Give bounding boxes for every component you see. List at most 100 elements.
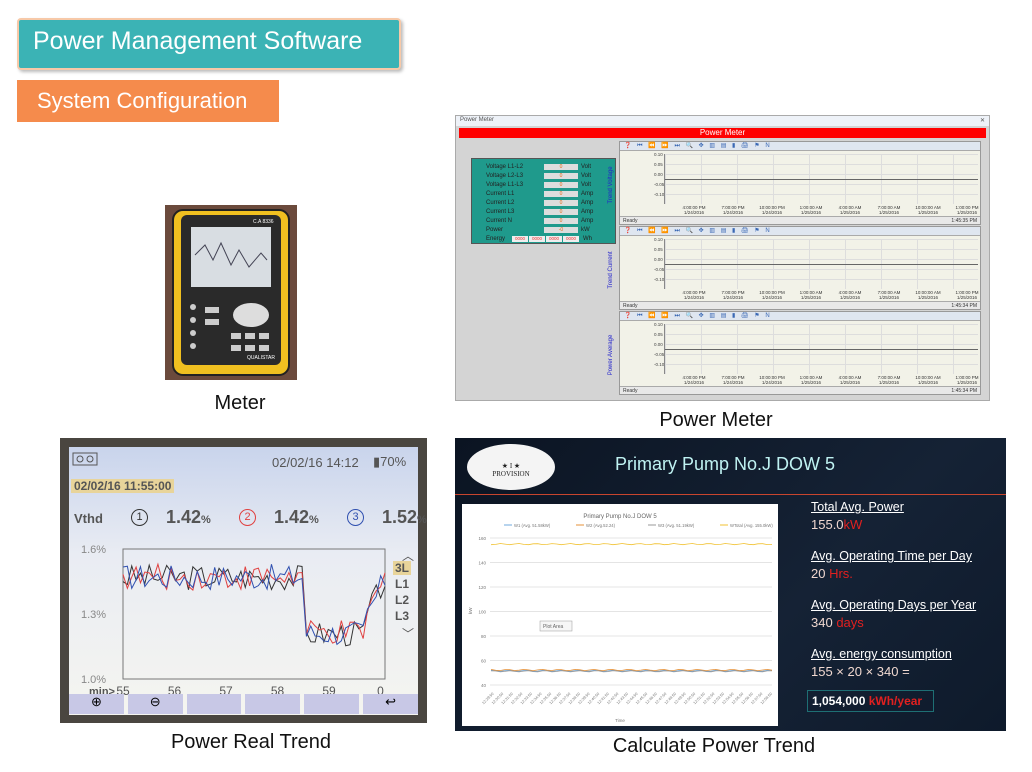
slide-heading: Primary Pump No.J DOW 5 (615, 454, 836, 474)
y-tick: 0.00 (654, 342, 663, 347)
reading-unit: Amp (581, 217, 594, 224)
x-tick-date: 1/25/2016 (878, 210, 900, 215)
reading-label: Power (486, 226, 504, 233)
trend-axis-label: Power Average (608, 334, 614, 376)
metric-number: 20 (811, 566, 826, 581)
x-tick: 58 (271, 684, 285, 697)
battery-level: ▮70% (373, 454, 407, 469)
metric-title: Total Avg. Power (811, 500, 904, 514)
chart-toolbar[interactable]: ❓ ⏮ ⏪ ⏩ ⏭ 🔍 ✥ ▥ ▤ ▮ 🖨 ⚑ N (620, 312, 980, 321)
x-tick-time: 1:00:00 PM (955, 205, 979, 210)
x-tick-date: 1/25/2016 (800, 295, 822, 300)
metric-value: 155.0kW (811, 517, 862, 532)
reading-row: Current N 0 Amp (486, 216, 615, 225)
x-tick: 10:00:00 PM 1/24/2016 (754, 375, 790, 385)
result-value: 1,054,000 (812, 694, 866, 708)
x-tick-date: 1/25/2016 (917, 210, 939, 215)
real-trend-photo: 02/02/16 14:12 ▮70% 02/02/16 11:55:00 Vt… (60, 438, 427, 723)
channel-option[interactable]: L2 (395, 593, 410, 607)
x-tick-date: 1/24/2016 (761, 380, 783, 385)
meter-device-icon (172, 209, 290, 376)
x-tick-date: 1/24/2016 (683, 210, 705, 215)
scroll-up-icon[interactable]: ︿ (402, 549, 415, 563)
reading-label: Current L1 (486, 191, 515, 198)
phase-unit: % (309, 514, 319, 526)
status-time: 1:45:34 PM (951, 388, 977, 394)
chart-toolbar[interactable]: ❓ ⏮ ⏪ ⏩ ⏭ 🔍 ✥ ▥ ▤ ▮ 🖨 ⚑ N (620, 142, 980, 151)
plot-frame (122, 548, 386, 680)
function-key[interactable] (304, 694, 360, 714)
channel-option[interactable]: L3 (395, 609, 410, 623)
reading-label: Current N (486, 217, 513, 224)
x-tick: 4:00:00 PM 1/24/2016 (676, 375, 712, 385)
function-key[interactable] (245, 694, 301, 714)
x-tick-time: 4:00:00 AM (838, 290, 862, 295)
x-tick-time: 7:00:00 AM (877, 205, 901, 210)
zoom-in-icon[interactable]: ⊕ (69, 694, 124, 714)
page-title: Power Management Software (17, 18, 401, 70)
y-tick: 100 (478, 610, 486, 615)
x-tick-time: 4:00:00 PM (682, 205, 706, 210)
company-logo: ★ I ★ PROVISION (467, 444, 555, 490)
x-tick-time: 4:00:00 AM (838, 205, 862, 210)
trend-plot (664, 324, 978, 374)
x-tick: 1:00:00 AM 1/25/2016 (793, 290, 829, 300)
reading-unit: Volt (581, 173, 592, 180)
x-tick-time: 7:00:00 PM (721, 205, 745, 210)
channel-option[interactable]: 3L (393, 561, 412, 575)
x-tick: 4:00:00 PM 1/24/2016 (676, 290, 712, 300)
energy-row: Energy 0000 0000 0000 0000 Wh (486, 234, 615, 243)
function-key[interactable] (186, 694, 242, 714)
metric-number: 340 (811, 615, 833, 630)
battery-text: 70% (380, 454, 407, 469)
chart-toolbar[interactable]: ❓ ⏮ ⏪ ⏩ ⏭ 🔍 ✥ ▥ ▤ ▮ 🖨 ⚑ N (620, 227, 980, 236)
screen-datetime: 02/02/16 14:12 (272, 455, 359, 470)
metric-number: 155.0 (811, 517, 844, 532)
zoom-out-icon[interactable]: ⊖ (127, 694, 183, 714)
metric-title: Avg. Operating Days per Year (811, 598, 977, 612)
x-tick-time: 10:00:00 PM (759, 205, 785, 210)
x-tick-date: 1/25/2016 (956, 295, 978, 300)
x-tick: 10:00:00 AM 1/25/2016 (910, 375, 946, 385)
scroll-down-icon[interactable]: ﹀ (402, 627, 415, 641)
reading-row: Current L1 0 Amp (486, 190, 615, 199)
energy-digit-box: 0000 (512, 235, 528, 242)
channel-option[interactable]: L1 (395, 577, 410, 591)
energy-digit-box: 0000 (563, 235, 579, 242)
close-icon[interactable]: ✕ (979, 118, 985, 124)
x-tick: 10:00:00 PM 1/24/2016 (754, 290, 790, 300)
x-tick-time: 4:00:00 AM (838, 375, 862, 380)
y-tick: -0.10 (654, 192, 665, 197)
x-tick: 4:00:00 PM 1/24/2016 (676, 205, 712, 215)
x-tick: 55 (116, 684, 130, 697)
reading-label: Voltage L1-L3 (486, 182, 524, 189)
phase-reading: 3 1.52% (347, 507, 427, 528)
metric-unit: days (832, 615, 864, 630)
phase-value: 1.52 (382, 507, 418, 527)
x-tick: 7:00:00 PM 1/24/2016 (715, 375, 751, 385)
x-tick: 7:00:00 PM 1/24/2016 (715, 205, 751, 215)
zero-line (665, 179, 978, 180)
y-tick: 60 (481, 659, 487, 664)
zero-line (665, 264, 978, 265)
window-title: Power Meter (460, 117, 495, 123)
y-tick: 0.00 (654, 257, 663, 262)
energy-label: Energy (486, 235, 506, 242)
x-tick-time: 1:00:00 AM (799, 290, 823, 295)
trend-chart-panel: ❓ ⏮ ⏪ ⏩ ⏭ 🔍 ✥ ▥ ▤ ▮ 🖨 ⚑ N Trend Current 0.… (608, 226, 981, 310)
x-tick: 57 (219, 684, 233, 697)
reading-row: Voltage L2-L3 0 Volt (486, 172, 615, 181)
reading-value: 0 (544, 191, 578, 198)
trend-plot (664, 239, 978, 289)
y-tick: -0.10 (654, 277, 665, 282)
reading-unit: Amp (581, 200, 594, 206)
return-icon[interactable]: ↩ (363, 694, 418, 714)
reading-unit: Amp (581, 208, 594, 215)
x-tick-time: 1:00:00 AM (799, 205, 823, 210)
legend-entry: W3 (Avg. 51.19kW) (658, 523, 695, 528)
trend-axis-label: Trend Current (608, 251, 614, 289)
measure-label: Vthd (74, 511, 103, 526)
x-tick: 10:00:00 AM 1/25/2016 (910, 205, 946, 215)
phase-line-1 (122, 563, 386, 647)
result-unit: kWh/year (865, 694, 923, 708)
